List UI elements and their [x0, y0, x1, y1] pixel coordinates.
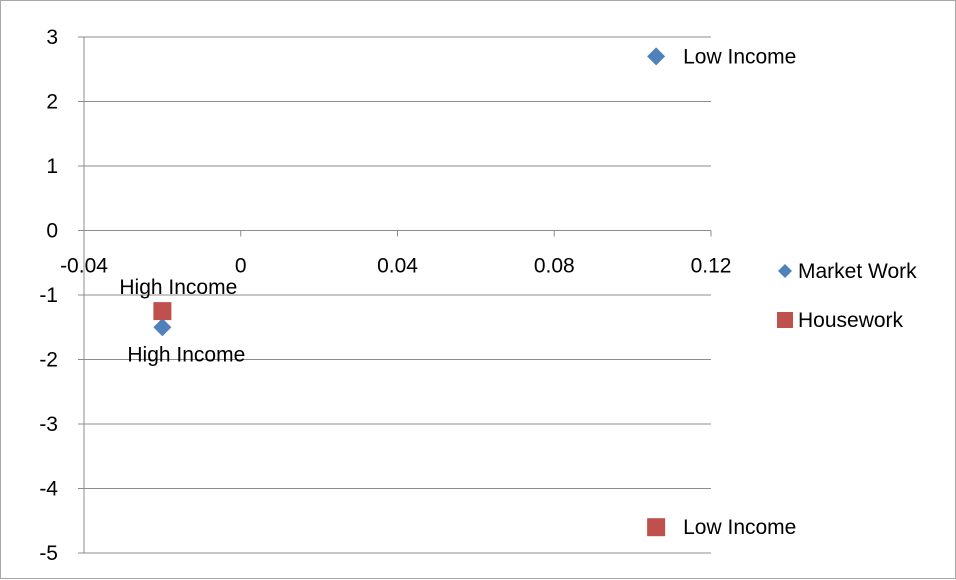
x-tick-label: 0.12 [691, 255, 732, 278]
legend: Market Work Housework [777, 260, 917, 332]
housework-point [153, 302, 172, 321]
gridlines [84, 36, 711, 554]
y-tick-label: -2 [39, 349, 58, 372]
legend-item: Market Work [778, 260, 917, 283]
legend-label: Market Work [798, 260, 917, 283]
y-tick-label: -3 [39, 413, 58, 436]
legend-label: Housework [798, 309, 904, 332]
y-tick-label: -1 [39, 284, 58, 307]
data-label: High Income [119, 276, 237, 299]
legend-item: Housework [777, 309, 904, 332]
legend-square-icon [777, 312, 793, 328]
x-tick-label: 0.08 [534, 255, 575, 278]
y-tick-label: 1 [46, 155, 58, 178]
y-tick-label: -4 [39, 478, 58, 501]
market-work-point [647, 47, 666, 66]
data-label: High Income [127, 343, 245, 366]
legend-diamond-icon [778, 264, 792, 278]
y-tick-label: 2 [46, 91, 58, 114]
market-work-point [153, 318, 172, 337]
y-tick-label: 3 [46, 26, 58, 49]
x-tick-label: -0.04 [60, 255, 108, 278]
housework-point [647, 518, 666, 537]
data-points [153, 47, 666, 537]
data-labels: Low Income High Income High Income Low Inco… [119, 45, 796, 539]
y-tick-label: 0 [46, 220, 58, 243]
x-tick-label: 0 [235, 255, 247, 278]
x-tick-label: 0.04 [377, 255, 418, 278]
data-label: Low Income [683, 45, 796, 68]
data-label: Low Income [683, 516, 796, 539]
axes [78, 36, 712, 554]
y-tick-label: -5 [39, 542, 58, 565]
